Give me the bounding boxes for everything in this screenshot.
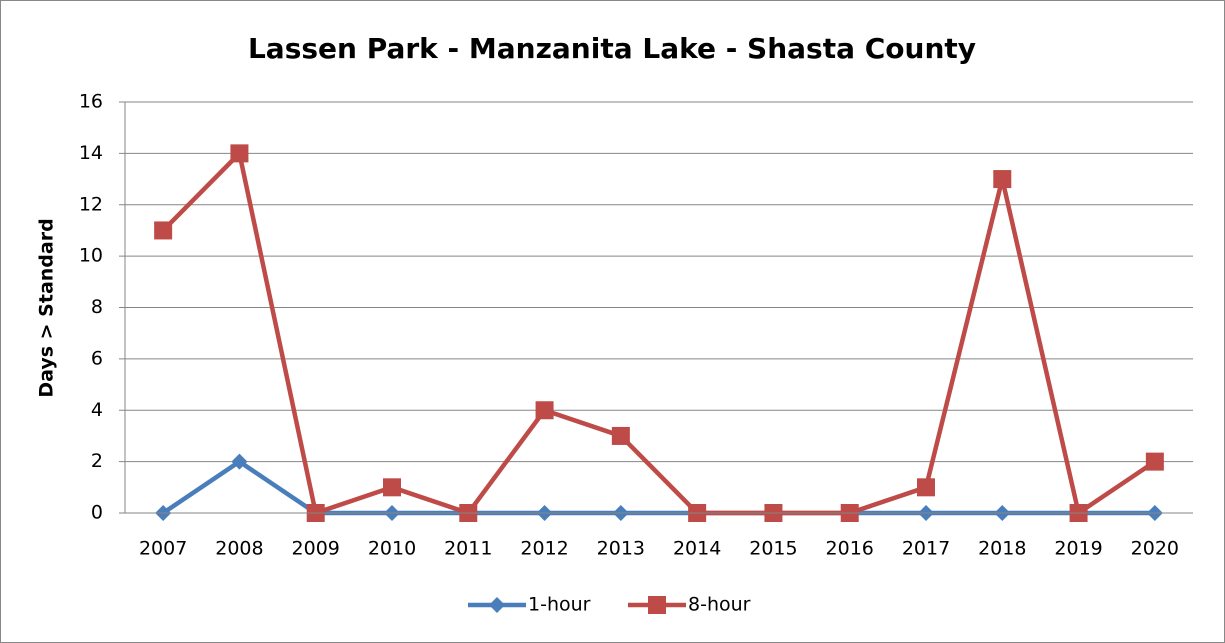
y-tick-label: 8 [91,296,103,318]
x-tick-label: 2014 [673,538,721,560]
x-tick-label: 2011 [444,538,492,560]
data-point [154,221,173,240]
y-tick-label: 16 [79,91,103,113]
data-point [917,478,935,497]
x-tick-label: 2010 [368,538,416,560]
y-axis-label: Days > Standard [36,218,58,397]
y-tick-label: 2 [91,450,103,472]
x-tick-label: 2019 [1054,538,1102,560]
data-point [993,170,1012,189]
x-tick-label: 2016 [826,538,874,560]
x-tick-label: 2015 [749,538,797,560]
data-point [383,478,401,497]
x-tick-label: 2020 [1131,538,1179,560]
y-tick-label: 12 [79,193,103,215]
x-tick-label: 2008 [215,538,263,560]
legend-marker [648,596,666,614]
chart-title: Lassen Park - Manzanita Lake - Shasta Co… [248,32,976,65]
x-tick-label: 2017 [902,538,950,560]
x-tick-label: 2013 [597,538,645,560]
y-tick-label: 6 [91,347,103,369]
data-point [1145,452,1164,471]
y-tick-label: 0 [91,502,103,524]
y-tick-label: 14 [79,142,103,164]
data-point [611,426,630,445]
x-tick-label: 2012 [520,538,568,560]
legend-marker [489,597,505,613]
y-tick-label: 10 [79,245,103,267]
legend-label: 1-hour [528,594,591,616]
x-tick-label: 2018 [978,538,1026,560]
series-line [161,151,1157,516]
x-tick-label: 2009 [292,538,340,560]
x-tick-label: 2007 [139,538,187,560]
data-point [535,401,554,420]
data-point [230,144,249,163]
y-tick-label: 4 [91,399,103,421]
data-point [231,453,248,470]
legend-label: 8-hour [688,594,751,616]
